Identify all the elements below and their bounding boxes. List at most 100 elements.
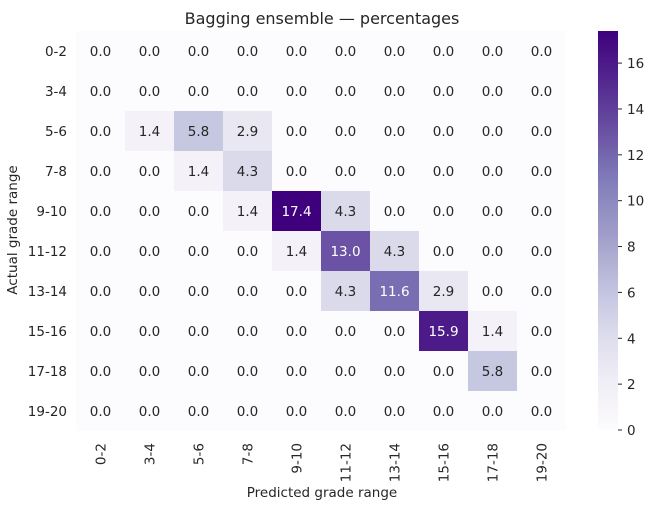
y-tick-label: 3-4	[45, 84, 67, 100]
heatmap-cell	[370, 71, 419, 111]
cell-value-label: 0.0	[139, 44, 160, 60]
y-tick-labels: 0-2 3-4 5-6 7-8 9-10 11-12 13-14 15-16 17-18 19-2…	[28, 44, 67, 420]
cell-value-label: 0.0	[482, 44, 503, 60]
heatmap-cell	[370, 231, 419, 271]
cell-value-label: 0.0	[433, 204, 454, 220]
cell-value-label: 0.0	[531, 124, 552, 140]
cell-value-label: 0.0	[237, 84, 258, 100]
heatmap-cell	[370, 151, 419, 191]
cell-value-label: 0.0	[531, 244, 552, 260]
heatmap-cell	[517, 271, 566, 311]
cell-value-label: 0.0	[90, 324, 111, 340]
cell-value-label: 0.0	[90, 124, 111, 140]
heatmap-cell	[272, 391, 321, 431]
colorbar-tick-label: 0	[627, 423, 636, 439]
heatmap-cell	[468, 231, 517, 271]
heatmap-cell	[468, 311, 517, 351]
cell-value-label: 4.3	[237, 164, 258, 180]
cell-value-label: 0.0	[90, 84, 111, 100]
cell-value-label: 0.0	[237, 244, 258, 260]
cell-value-label: 0.0	[188, 404, 209, 420]
heatmap-cell	[272, 351, 321, 391]
cell-value-label: 0.0	[384, 124, 405, 140]
cell-value-label: 0.0	[482, 284, 503, 300]
heatmap-cell	[419, 351, 468, 391]
x-tick-label: 7-8	[241, 443, 257, 465]
heatmap-cell	[76, 191, 125, 231]
heatmap-cell	[223, 351, 272, 391]
cell-value-label: 0.0	[286, 404, 307, 420]
heatmap-cell	[223, 111, 272, 151]
heatmap-cell	[125, 151, 174, 191]
heatmap-cell	[174, 351, 223, 391]
heatmap-cell	[174, 151, 223, 191]
cell-value-label: 2.9	[237, 124, 258, 140]
cell-value-label: 0.0	[90, 44, 111, 60]
cell-value-label: 4.3	[335, 204, 356, 220]
heatmap-cell	[125, 111, 174, 151]
cell-value-label: 0.0	[482, 204, 503, 220]
heatmap-cell	[517, 351, 566, 391]
heatmap-cell	[76, 231, 125, 271]
heatmap-cell	[321, 391, 370, 431]
cell-value-label: 0.0	[188, 324, 209, 340]
cell-value-label: 0.0	[531, 44, 552, 60]
cell-value-label: 0.0	[384, 164, 405, 180]
heatmap-cell	[321, 231, 370, 271]
heatmap-cell	[419, 311, 468, 351]
cell-value-label: 0.0	[286, 44, 307, 60]
cell-value-label: 0.0	[433, 164, 454, 180]
colorbar-tick-label: 4	[627, 331, 636, 347]
heatmap-cell	[370, 191, 419, 231]
cell-value-label: 1.4	[237, 204, 258, 220]
cell-value-label: 0.0	[433, 84, 454, 100]
cell-value-label: 0.0	[90, 244, 111, 260]
heatmap-cell	[321, 351, 370, 391]
heatmap-cells: 0.0 0.0 0.0 0.0 0.0 0.0 0.0 0.0 0.0 0.0 0.0 0.0 0.0 0…	[76, 31, 566, 431]
heatmap-cell	[76, 311, 125, 351]
cell-value-label: 0.0	[237, 324, 258, 340]
cell-value-label: 5.8	[188, 124, 209, 140]
heatmap-cell	[468, 191, 517, 231]
cell-value-label: 15.9	[428, 324, 458, 340]
heatmap-cell	[125, 191, 174, 231]
cell-value-label: 13.0	[330, 244, 360, 260]
cell-value-label: 0.0	[482, 124, 503, 140]
cell-value-label: 0.0	[139, 204, 160, 220]
cell-value-label: 0.0	[482, 404, 503, 420]
cell-value-label: 0.0	[531, 324, 552, 340]
cell-value-label: 0.0	[384, 404, 405, 420]
cell-value-label: 0.0	[335, 84, 356, 100]
cell-value-label: 0.0	[482, 244, 503, 260]
cell-value-label: 0.0	[90, 164, 111, 180]
heatmap-cell	[272, 311, 321, 351]
heatmap-cell	[272, 111, 321, 151]
x-tick-labels: 0-2 3-4 5-6 7-8 9-10 11-12 13-14 15-16 17-18 19-2…	[94, 443, 551, 482]
heatmap-cell	[419, 231, 468, 271]
heatmap-cell	[468, 151, 517, 191]
heatmap-cell	[321, 31, 370, 71]
heatmap-cell	[370, 311, 419, 351]
cell-value-label: 0.0	[531, 84, 552, 100]
heatmap-cell	[419, 31, 468, 71]
heatmap-cell	[174, 391, 223, 431]
heatmap-cell	[419, 391, 468, 431]
heatmap-cell	[468, 31, 517, 71]
chart-title: Bagging ensemble — percentages	[185, 9, 460, 28]
heatmap-cell	[468, 351, 517, 391]
colorbar-tick-label: 14	[627, 102, 644, 118]
cell-value-label: 11.6	[379, 284, 409, 300]
cell-value-label: 0.0	[531, 404, 552, 420]
heatmap-cell	[174, 311, 223, 351]
colorbar	[598, 31, 618, 430]
y-tick-label: 15-16	[28, 324, 67, 340]
heatmap-cell	[321, 191, 370, 231]
cell-value-label: 0.0	[531, 204, 552, 220]
x-tick-label: 19-20	[535, 443, 551, 482]
heatmap-cell	[174, 231, 223, 271]
cell-value-label: 0.0	[237, 364, 258, 380]
heatmap-cell	[321, 311, 370, 351]
cell-value-label: 0.0	[286, 84, 307, 100]
y-tick-label: 11-12	[28, 244, 67, 260]
